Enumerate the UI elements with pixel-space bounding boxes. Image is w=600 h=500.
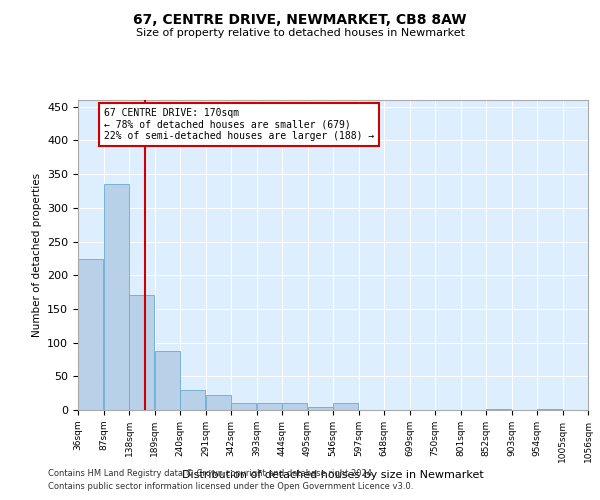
Text: Contains public sector information licensed under the Open Government Licence v3: Contains public sector information licen… (48, 482, 413, 491)
Bar (155, 350, 180, 410)
Bar (282, 402, 307, 410)
Bar (308, 406, 333, 410)
Bar (333, 402, 358, 410)
Text: 67, CENTRE DRIVE, NEWMARKET, CB8 8AW: 67, CENTRE DRIVE, NEWMARKET, CB8 8AW (133, 12, 467, 26)
Y-axis label: Number of detached properties: Number of detached properties (32, 173, 41, 337)
X-axis label: Distribution of detached houses by size in Newmarket: Distribution of detached houses by size … (182, 470, 484, 480)
Text: Contains HM Land Registry data © Crown copyright and database right 2024.: Contains HM Land Registry data © Crown c… (48, 468, 374, 477)
Text: 67 CENTRE DRIVE: 170sqm
← 78% of detached houses are smaller (679)
22% of semi-d: 67 CENTRE DRIVE: 170sqm ← 78% of detache… (104, 108, 374, 142)
Text: Size of property relative to detached houses in Newmarket: Size of property relative to detached ho… (136, 28, 464, 38)
Bar (206, 395, 231, 410)
Bar (104, 184, 129, 410)
Bar (231, 404, 256, 410)
Bar (180, 390, 205, 410)
Bar (257, 402, 282, 410)
Bar (129, 296, 154, 410)
Bar (78, 259, 103, 410)
